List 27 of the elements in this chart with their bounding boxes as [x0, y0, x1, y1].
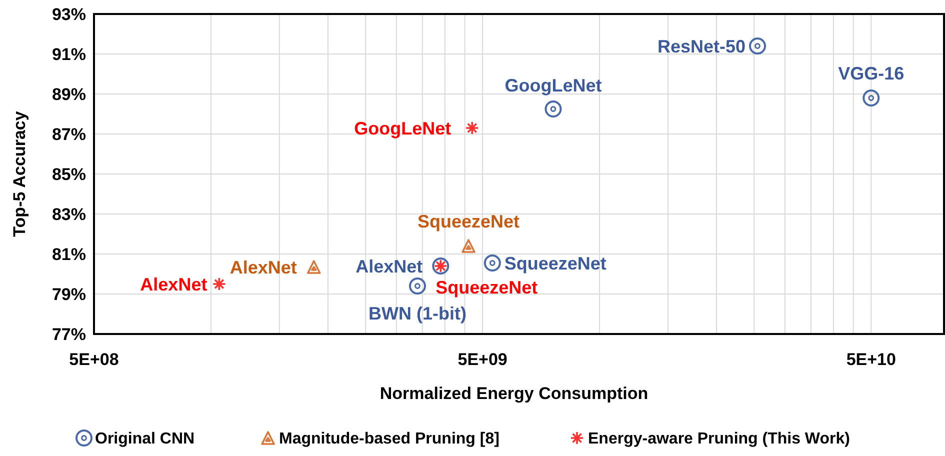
annotation: AlexNet [230, 257, 297, 278]
annotation: GoogLeNet [354, 118, 452, 138]
x-tick-label: 5E+10 [846, 350, 896, 369]
annotation: BWN (1-bit) [368, 303, 466, 324]
y-tick-label: 79% [52, 284, 86, 304]
legend-label: Energy-aware Pruning (This Work) [588, 430, 850, 448]
y-tick-label: 81% [52, 244, 86, 264]
y-tick-label: 93% [52, 4, 86, 24]
y-tick-label: 87% [52, 124, 86, 144]
y-tick-label: 85% [52, 164, 86, 184]
x-tick-label: 5E+08 [69, 350, 119, 369]
y-tick-label: 89% [52, 84, 86, 104]
annotation: AlexNet [140, 274, 208, 294]
y-axis-title: Top-5 Accuracy [10, 110, 29, 237]
x-axis-title: Normalized Energy Consumption [380, 384, 648, 403]
legend-label: Magnitude-based Pruning [8] [279, 430, 500, 448]
y-tick-label: 83% [52, 204, 86, 224]
annotation: GoogLeNet [504, 75, 602, 96]
annotation: ResNet-50 [657, 36, 746, 56]
annotation: AlexNet [356, 256, 423, 276]
annotation: SqueezeNet [436, 277, 538, 298]
annotation: SqueezeNet [417, 211, 520, 232]
annotation: VGG-16 [838, 63, 904, 84]
y-tick-label: 91% [52, 44, 86, 64]
annotation: SqueezeNet [504, 253, 606, 274]
x-tick-label: 5E+09 [458, 350, 508, 369]
y-tick-label: 77% [52, 324, 86, 344]
